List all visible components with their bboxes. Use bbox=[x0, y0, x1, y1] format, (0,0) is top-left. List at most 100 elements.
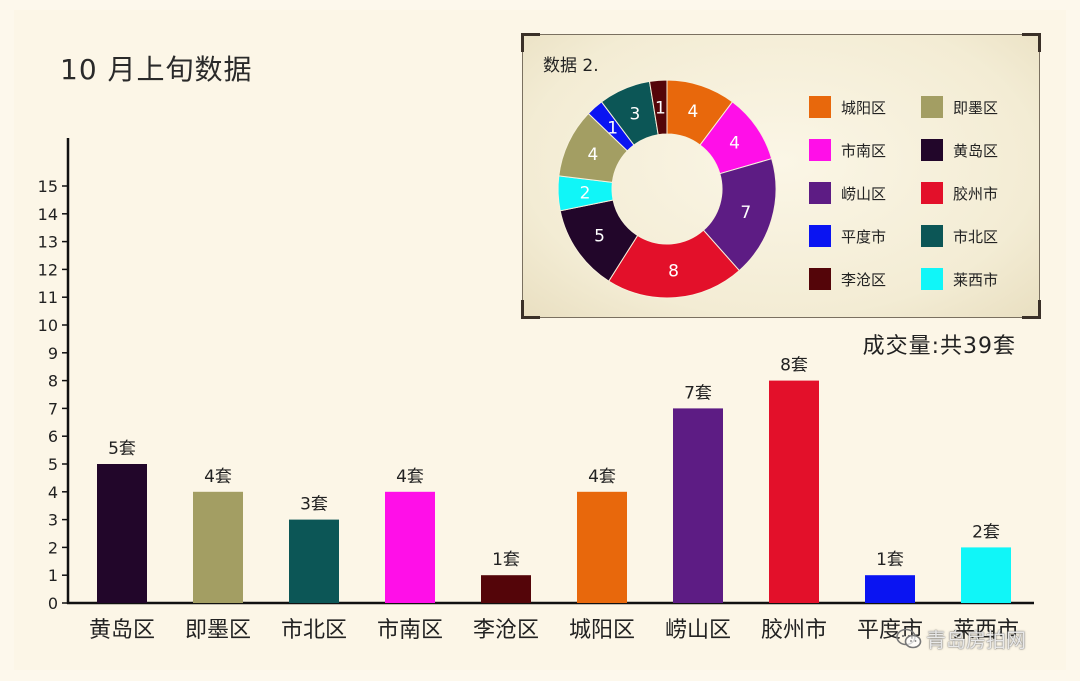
y-tick-label: 5 bbox=[48, 455, 58, 474]
legend-item: 李沧区 bbox=[809, 267, 919, 291]
watermark: 青岛房拍网 bbox=[896, 624, 1026, 653]
x-category-label: 市北区 bbox=[281, 618, 347, 643]
bar-value-label: 7套 bbox=[684, 383, 712, 403]
x-category-label: 莱西市 bbox=[953, 618, 1019, 643]
legend-item: 崂山区 bbox=[809, 181, 919, 205]
legend-label: 市北区 bbox=[953, 227, 999, 246]
bar-value-label: 4套 bbox=[396, 467, 424, 487]
y-tick-label: 12 bbox=[38, 260, 58, 279]
legend-swatch bbox=[921, 182, 943, 204]
legend-swatch bbox=[809, 225, 831, 247]
bar bbox=[97, 464, 147, 603]
y-tick-label: 0 bbox=[48, 594, 58, 613]
bar-value-label: 3套 bbox=[300, 495, 328, 515]
bar bbox=[193, 491, 243, 603]
legend-label: 胶州市 bbox=[953, 184, 999, 203]
donut-slice-label: 7 bbox=[740, 203, 751, 223]
y-tick-label: 1 bbox=[48, 566, 58, 585]
legend-swatch bbox=[921, 96, 943, 118]
y-tick-label: 9 bbox=[48, 344, 58, 363]
bar bbox=[961, 547, 1011, 603]
x-category-label: 城阳区 bbox=[569, 618, 635, 643]
bar-value-label: 5套 bbox=[108, 439, 136, 459]
legend-label: 李沧区 bbox=[841, 270, 887, 289]
bar-value-label: 4套 bbox=[588, 467, 616, 487]
panel-corner bbox=[521, 33, 540, 52]
bar-value-label: 2套 bbox=[972, 522, 1000, 542]
y-tick-label: 4 bbox=[48, 483, 58, 502]
legend-swatch bbox=[921, 225, 943, 247]
legend-swatch bbox=[921, 268, 943, 290]
donut-slice bbox=[608, 229, 740, 299]
x-category-label: 崂山区 bbox=[665, 618, 731, 643]
donut-slice-label: 5 bbox=[594, 227, 605, 247]
bar bbox=[673, 408, 723, 603]
chart-page: 10 月上旬数据 0 1 2 3 4 5 6 7 8 9 10 11 12 13 14 15 5套 黄岛区 4套 即墨… bbox=[14, 10, 1066, 670]
legend-item: 胶州市 bbox=[921, 181, 1031, 205]
bar bbox=[577, 491, 627, 603]
bar-value-label: 8套 bbox=[780, 356, 808, 376]
donut-slice-label: 4 bbox=[729, 133, 740, 153]
panel-corner bbox=[1022, 300, 1041, 319]
legend-label: 即墨区 bbox=[953, 98, 999, 117]
y-tick-label: 7 bbox=[48, 399, 58, 418]
bar bbox=[289, 519, 339, 603]
y-tick-label: 6 bbox=[48, 427, 58, 446]
bar bbox=[865, 575, 915, 603]
x-category-label: 即墨区 bbox=[185, 618, 251, 643]
legend-label: 黄岛区 bbox=[953, 141, 999, 160]
wechat-icon bbox=[896, 628, 922, 648]
bar bbox=[769, 380, 819, 603]
legend-item: 市北区 bbox=[921, 224, 1031, 248]
donut-slice-label: 8 bbox=[668, 262, 679, 282]
watermark-text: 青岛房拍网 bbox=[926, 628, 1026, 652]
legend-label: 崂山区 bbox=[841, 184, 887, 203]
legend-swatch bbox=[809, 96, 831, 118]
legend-label: 城阳区 bbox=[841, 98, 887, 117]
legend-label: 平度市 bbox=[841, 227, 887, 246]
donut-slice-label: 1 bbox=[655, 98, 666, 118]
legend-swatch bbox=[809, 139, 831, 161]
donut-slice bbox=[648, 79, 668, 136]
y-tick-label: 15 bbox=[38, 177, 58, 196]
y-tick-label: 3 bbox=[48, 511, 58, 530]
legend-swatch bbox=[809, 182, 831, 204]
page-title: 10 月上旬数据 bbox=[60, 53, 253, 86]
legend-swatch bbox=[809, 268, 831, 290]
donut-slice-label: 1 bbox=[607, 119, 618, 139]
legend-label: 莱西市 bbox=[953, 270, 999, 289]
bar bbox=[385, 491, 435, 603]
panel-corner bbox=[521, 300, 540, 319]
legend-item: 市南区 bbox=[809, 138, 919, 162]
y-tick-label: 2 bbox=[48, 538, 58, 557]
x-category-label: 市南区 bbox=[377, 618, 443, 643]
donut-chart-title: 数据 2. bbox=[543, 56, 599, 76]
y-tick-label: 14 bbox=[38, 205, 58, 224]
donut-slice-label: 4 bbox=[588, 145, 599, 165]
legend-item: 即墨区 bbox=[921, 95, 1031, 119]
bar-value-label: 1套 bbox=[492, 550, 520, 570]
legend-item: 莱西市 bbox=[921, 267, 1031, 291]
y-tick-label: 11 bbox=[38, 288, 58, 307]
x-category-label: 李沧区 bbox=[473, 618, 539, 643]
donut-slice-label: 4 bbox=[688, 102, 699, 122]
bar bbox=[481, 575, 531, 603]
legend-item: 城阳区 bbox=[809, 95, 919, 119]
x-category-label: 胶州市 bbox=[761, 618, 827, 643]
y-tick-label: 10 bbox=[38, 316, 58, 335]
bar-value-label: 1套 bbox=[876, 550, 904, 570]
total-volume-label: 成交量:共39套 bbox=[862, 334, 1016, 359]
y-tick-label: 8 bbox=[48, 372, 58, 391]
legend-item: 平度市 bbox=[809, 224, 919, 248]
legend-item: 黄岛区 bbox=[921, 138, 1031, 162]
x-category-label: 黄岛区 bbox=[89, 618, 155, 643]
panel-corner bbox=[1022, 33, 1041, 52]
legend-label: 市南区 bbox=[841, 141, 887, 160]
bar-value-label: 4套 bbox=[204, 467, 232, 487]
donut-slice-label: 2 bbox=[580, 183, 591, 203]
legend-swatch bbox=[921, 139, 943, 161]
donut-slice-label: 3 bbox=[629, 105, 640, 125]
y-tick-label: 13 bbox=[38, 233, 58, 252]
